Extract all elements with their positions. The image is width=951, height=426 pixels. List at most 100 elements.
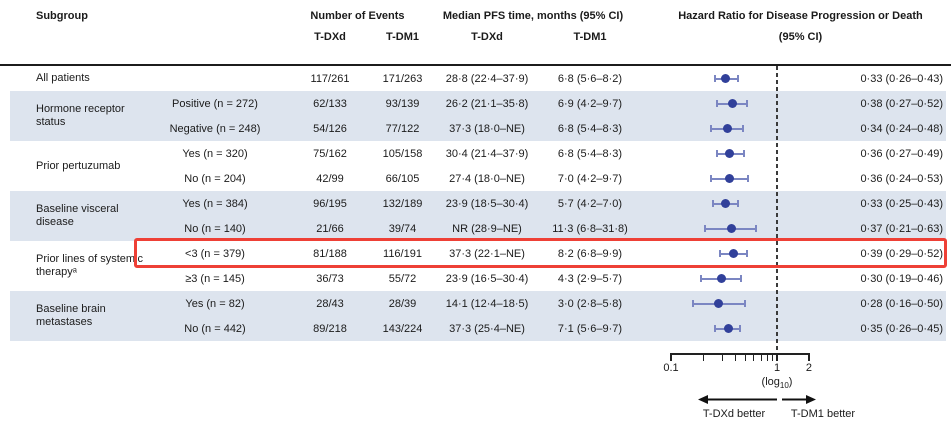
ci-cap-high	[737, 200, 740, 207]
hr-ci-value: 0·35 (0·26–0·45)	[860, 322, 943, 335]
forest-plot-cell	[636, 316, 840, 341]
pfs-tdxd-value: 37·3 (22·1–NE)	[449, 247, 525, 260]
table-header: Subgroup Number of Events Median PFS tim…	[0, 0, 951, 66]
header-subgroup: Subgroup	[36, 10, 88, 22]
subgroup-block: Baseline brain metastases Yes (n = 82) 2…	[0, 291, 951, 341]
subgroup-block: Hormone receptor status Positive (n = 27…	[0, 91, 951, 141]
ci-cap-high	[739, 325, 742, 332]
pfs-tdm1-value: 3·0 (2·8–5·8)	[557, 297, 623, 310]
events-tdxd-value: 21/66	[316, 222, 344, 235]
axis-scale-label: (log10)	[762, 376, 793, 390]
hr-ci-value: 0·37 (0·21–0·63)	[860, 222, 943, 235]
pfs-tdm1-value: 11·3 (6·8–31·8)	[552, 222, 628, 235]
axis-tick	[776, 353, 778, 361]
axis-tick	[670, 353, 672, 361]
pfs-tdm1-value: 5·7 (4·2–7·0)	[557, 197, 623, 210]
forest-plot-cell	[636, 191, 840, 216]
events-tdxd-value: 28/43	[316, 297, 344, 310]
hr-ci-value: 0·28 (0·16–0·50)	[860, 297, 943, 310]
events-tdm1-value: 132/189	[382, 197, 423, 210]
table-row: Yes (n = 384) 96/195 132/189 23·9 (18·5–…	[145, 191, 951, 216]
subgroup-rows: Yes (n = 320) 75/162 105/158 30·4 (21·4–…	[145, 141, 951, 191]
hazard-ratio-axis: (log10) T-DXd better T-DM1 better 0.1 1 2	[636, 341, 916, 426]
highlight-box-prior-lines-lt3	[134, 238, 947, 268]
hr-marker	[729, 249, 739, 258]
events-tdxd-value: 117/261	[310, 72, 350, 85]
subgroup-level: No (n = 442)	[184, 322, 246, 335]
hr-ci-value: 0·39 (0·29–0·52)	[860, 247, 943, 260]
hr-ci-value: 0·33 (0·26–0·43)	[860, 72, 943, 85]
events-tdxd-value: 75/162	[313, 147, 347, 160]
events-tdm1-value: 39/74	[388, 222, 417, 235]
forest-plot-cell	[636, 241, 840, 266]
events-tdxd-value: 42/99	[316, 172, 344, 185]
events-tdxd-value: 81/188	[313, 247, 347, 260]
tdxd-better-label: T-DXd better	[702, 408, 766, 420]
subgroup-level: Yes (n = 384)	[182, 197, 248, 210]
table-row: Negative (n = 248) 54/126 77/122 37·3 (1…	[145, 116, 951, 141]
subgroup-rows: <3 (n = 379) 81/188 116/191 37·3 (22·1–N…	[145, 241, 951, 291]
ci-cap-high	[745, 250, 748, 257]
subgroup-level: ≥3 (n = 145)	[185, 272, 245, 285]
ci-cap-low	[710, 125, 713, 132]
pfs-tdm1-value: 6·8 (5·6–8·2)	[557, 72, 623, 85]
subgroup-rows: 117/261 171/263 28·8 (22·4–37·9) 6·8 (5·…	[145, 66, 951, 91]
pfs-tdxd-value: NR (28·9–NE)	[452, 222, 522, 235]
events-tdm1-value: 66/105	[385, 172, 420, 185]
ci-cap-high	[746, 175, 749, 182]
hr-ci-value: 0·36 (0·27–0·49)	[860, 147, 943, 160]
scale-label-pre: (log	[761, 376, 780, 388]
table-body: All patients 117/261 171/263 28·8 (22·4–…	[0, 66, 951, 341]
reference-line-hr1	[776, 66, 778, 353]
pfs-tdxd-value: 37·3 (25·4–NE)	[449, 322, 525, 335]
pfs-tdm1-value: 8·2 (6·8–9·9)	[557, 247, 623, 260]
subgroup-level: Positive (n = 272)	[172, 97, 258, 110]
ci-cap-low	[719, 250, 721, 257]
subgroup-label: Prior lines of systemic therapyᵃ	[36, 253, 143, 278]
axis-minor-tick	[745, 353, 747, 361]
left-arrowhead-icon	[698, 395, 708, 404]
header-number-of-events: Number of Events	[310, 10, 405, 22]
axis-minor-tick	[766, 353, 768, 361]
axis-minor-tick	[753, 353, 755, 361]
ci-cap-low	[713, 325, 716, 332]
events-tdxd-value: 96/195	[313, 197, 347, 210]
ci-cap-high	[740, 275, 743, 282]
table-row: Yes (n = 320) 75/162 105/158 30·4 (21·4–…	[145, 141, 951, 166]
tdm1-better-label: T-DM1 better	[790, 408, 856, 420]
pfs-tdxd-value: 30·4 (21·4–37·9)	[445, 147, 529, 160]
hr-marker	[725, 174, 735, 183]
subgroup-label: All patients	[36, 72, 90, 84]
events-tdm1-value: 28/39	[388, 297, 417, 310]
subgroup-rows: Positive (n = 272) 62/133 93/139 26·2 (2…	[145, 91, 951, 141]
subgroup-label: Baseline brain metastases	[36, 303, 106, 328]
axis-minor-tick	[760, 353, 762, 361]
ci-cap-low	[704, 225, 707, 232]
pfs-tdm1-value: 7·0 (4·2–9·7)	[557, 172, 623, 185]
scale-label-post: )	[788, 376, 793, 388]
events-tdxd-value: 89/218	[313, 322, 347, 335]
ci-cap-high	[737, 75, 740, 82]
forest-plot-cell	[636, 166, 840, 191]
subgroup-block: Baseline visceral disease Yes (n = 384) …	[0, 191, 951, 241]
subgroup-block: All patients 117/261 171/263 28·8 (22·4–…	[0, 66, 951, 91]
ci-cap-low	[715, 150, 718, 157]
hr-ci-value: 0·30 (0·19–0·46)	[860, 272, 943, 285]
ci-cap-high	[742, 125, 745, 132]
subheader-hr-ci: (95% CI)	[778, 31, 823, 43]
subgroup-level: Negative (n = 248)	[169, 122, 261, 135]
subgroup-rows: Yes (n = 384) 96/195 132/189 23·9 (18·5–…	[145, 191, 951, 241]
axis-minor-tick	[721, 353, 723, 361]
hr-marker	[717, 274, 727, 283]
forest-plot-cell	[636, 141, 840, 166]
table-row: <3 (n = 379) 81/188 116/191 37·3 (22·1–N…	[145, 241, 951, 266]
subheader-pfs-tdxd: T-DXd	[471, 31, 503, 43]
ci-cap-high	[743, 150, 746, 157]
pfs-tdm1-value: 6·8 (5·4–8·3)	[557, 147, 623, 160]
table-row: No (n = 204) 42/99 66/105 27·4 (18·0–NE)…	[145, 166, 951, 191]
pfs-tdxd-value: 23·9 (16·5–30·4)	[445, 272, 529, 285]
table-row: ≥3 (n = 145) 36/73 55/72 23·9 (16·5–30·4…	[145, 266, 951, 291]
table-row: Positive (n = 272) 62/133 93/139 26·2 (2…	[145, 91, 951, 116]
pfs-tdxd-value: 28·8 (22·4–37·9)	[445, 72, 529, 85]
